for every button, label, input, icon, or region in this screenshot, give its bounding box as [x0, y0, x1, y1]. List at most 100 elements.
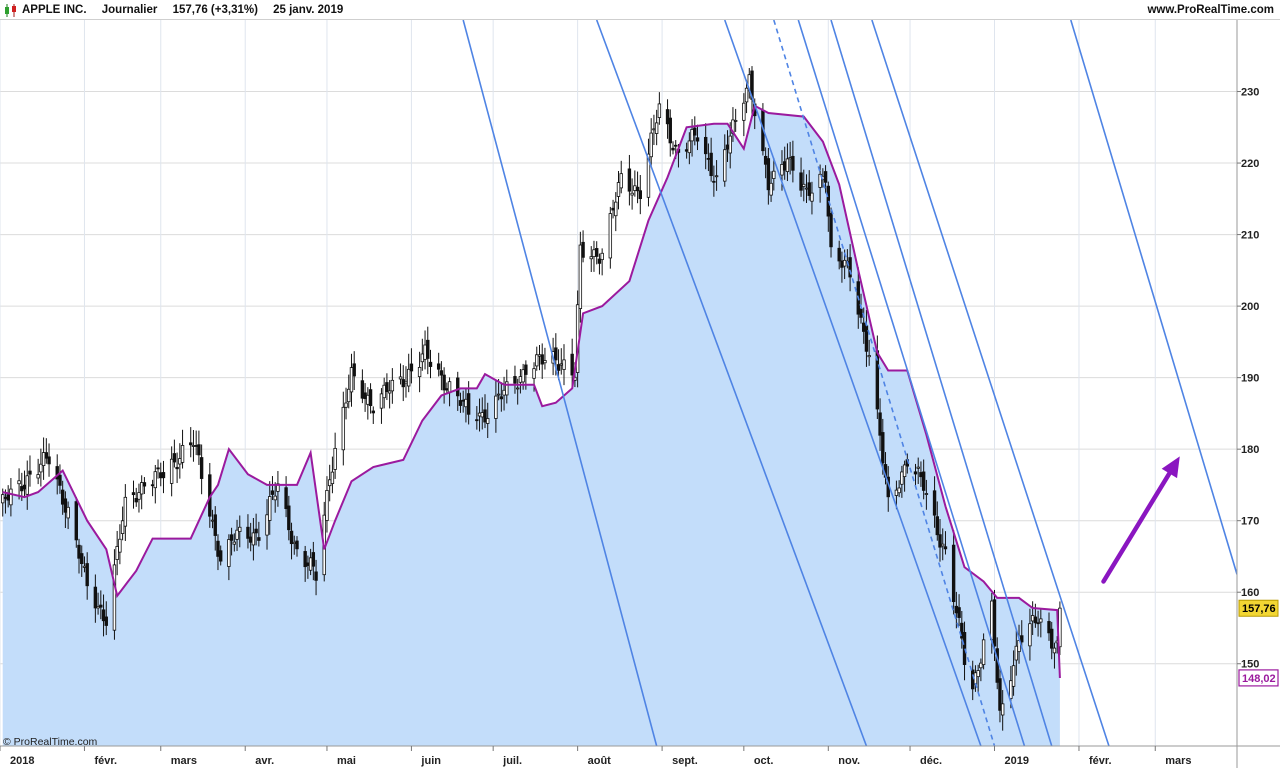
candle-body [690, 129, 694, 142]
candle-body [788, 157, 792, 160]
candle-body [101, 609, 106, 622]
candle-body [169, 458, 174, 484]
candle-body [180, 445, 185, 463]
candle-body [671, 147, 675, 151]
y-tick-label: 150 [1241, 659, 1259, 671]
candle-body [428, 361, 433, 367]
candle-body [919, 472, 923, 478]
candle-body [447, 381, 452, 394]
period-label: Journalier [101, 4, 158, 16]
candle-body [556, 364, 561, 371]
candle-body [118, 538, 122, 553]
candle-body [404, 380, 408, 384]
candle-body [941, 543, 945, 547]
candle-body [799, 172, 803, 191]
candle-body [387, 390, 392, 394]
candle-body [943, 546, 948, 550]
candle-body [104, 616, 108, 626]
candle-body [878, 412, 882, 436]
candle-body [344, 402, 348, 408]
candle-body [265, 514, 269, 536]
candle-body [1020, 635, 1024, 643]
trend-line [797, 20, 1026, 746]
candle-body [178, 458, 182, 465]
candle-body [543, 360, 547, 364]
candle-body [562, 359, 566, 370]
candle-body [995, 648, 999, 683]
x-tick-label: avr. [255, 755, 274, 767]
candle-body [518, 376, 523, 383]
candle-body [229, 534, 234, 541]
candle-body [494, 395, 498, 419]
candle-body [589, 256, 593, 260]
stop-area-fill [2, 105, 1060, 747]
candle-body [962, 632, 967, 665]
candle-body [957, 607, 961, 618]
candle-body [385, 382, 389, 393]
candle-body [363, 392, 367, 400]
candle-body [981, 639, 986, 666]
candle-body [120, 520, 125, 534]
candle-body [769, 182, 773, 196]
candle-body [862, 322, 866, 332]
candle-body [951, 544, 956, 603]
candle-body [496, 393, 501, 396]
candle-body [303, 551, 307, 568]
candle-body [417, 367, 422, 378]
x-tick-label: mars [1165, 755, 1191, 767]
candle-body [616, 182, 621, 197]
candle-body [913, 471, 918, 475]
candle-body [483, 409, 487, 423]
candle-body [954, 605, 959, 614]
candle-body [273, 495, 277, 501]
candle-body [712, 180, 716, 183]
chart-title: APPLE INC. Journalier 157,76 (+3,31%) 25… [22, 4, 355, 16]
candle-body [41, 452, 46, 466]
candle-body [20, 486, 24, 492]
candle-body [766, 158, 771, 191]
candle-body [515, 387, 520, 390]
candle-body [990, 600, 994, 641]
candle-body [894, 489, 899, 496]
candle-body [257, 537, 261, 541]
candle-body [723, 149, 727, 182]
candle-body [150, 484, 155, 487]
candle-body [652, 128, 656, 131]
candle-body [823, 171, 828, 183]
candle-body [284, 487, 288, 510]
candle-body [153, 471, 158, 489]
trend-line [595, 20, 868, 746]
site-link[interactable]: www.ProRealTime.com [1147, 4, 1274, 16]
candle-body [783, 161, 787, 171]
candle-body [900, 471, 904, 485]
last-price-label: 157,76 [1242, 603, 1276, 615]
candle-body [840, 260, 844, 268]
candle-body [276, 483, 280, 492]
candle-body [763, 155, 768, 165]
candle-body [44, 452, 49, 459]
candle-body [85, 563, 89, 587]
x-tick-label: sept. [672, 755, 698, 767]
candle-body [657, 103, 662, 118]
x-tick-label: 2018 [10, 755, 34, 767]
candle-body [848, 257, 852, 278]
y-tick-label: 210 [1241, 230, 1259, 242]
x-tick-label: mai [337, 755, 356, 767]
candle-body [1028, 623, 1032, 647]
candle-body [3, 496, 8, 499]
candle-body [597, 258, 602, 264]
x-tick-label: déc. [920, 755, 942, 767]
candle-body [744, 87, 749, 103]
candle-body [6, 494, 10, 501]
quote-value: 157,76 (+3,31%) [172, 4, 258, 16]
candle-body [807, 182, 811, 196]
candle-body [804, 187, 809, 190]
candle-body [1047, 621, 1051, 634]
candle-body [74, 501, 78, 541]
candle-body [578, 244, 583, 309]
candle-body [409, 363, 414, 372]
candle-body [131, 492, 136, 496]
x-tick-label: nov. [838, 755, 860, 767]
stop-value-tag [1238, 669, 1279, 687]
